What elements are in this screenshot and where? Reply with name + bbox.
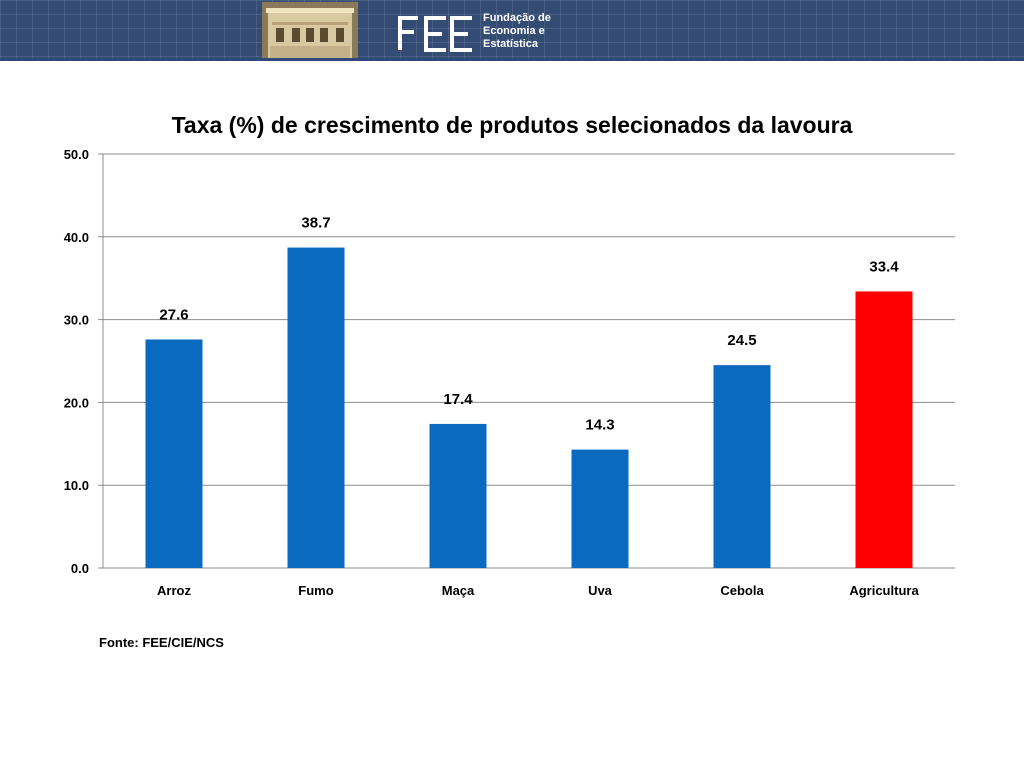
y-tick-label: 50.0 bbox=[64, 147, 89, 162]
bar bbox=[145, 339, 203, 568]
org-name-line1: Fundação de bbox=[483, 12, 551, 24]
bar bbox=[713, 365, 771, 568]
bar bbox=[429, 423, 487, 568]
x-tick-label: Maça bbox=[442, 583, 475, 598]
data-label: 14.3 bbox=[585, 417, 614, 434]
bar bbox=[287, 247, 345, 568]
y-tick-label: 0.0 bbox=[71, 561, 89, 576]
bar bbox=[855, 291, 913, 568]
y-tick-label: 30.0 bbox=[64, 313, 89, 328]
building-image bbox=[262, 2, 358, 58]
y-tick-label: 10.0 bbox=[64, 478, 89, 493]
chart-title: Taxa (%) de crescimento de produtos sele… bbox=[171, 112, 853, 138]
y-tick-label: 20.0 bbox=[64, 395, 89, 410]
org-name: Fundação de Economia e Estatística bbox=[483, 12, 551, 51]
data-label: 38.7 bbox=[301, 215, 330, 232]
x-tick-label: Agricultura bbox=[849, 583, 919, 598]
data-label: 17.4 bbox=[443, 391, 473, 408]
org-name-line3: Estatística bbox=[483, 38, 539, 50]
fee-logo-icon bbox=[398, 16, 472, 52]
data-label: 24.5 bbox=[727, 332, 756, 349]
org-name-line2: Economia e bbox=[483, 25, 545, 37]
data-label: 33.4 bbox=[869, 258, 899, 275]
source-note: Fonte: FEE/CIE/NCS bbox=[99, 635, 224, 650]
x-tick-label: Cebola bbox=[720, 583, 764, 598]
bar-chart: 0.0 10.0 20.0 30.0 40.0 50.0 27.6 Arroz 38.7 Fumo… bbox=[64, 147, 955, 598]
header-banner: Fundação de Economia e Estatística bbox=[0, 0, 1024, 58]
x-tick-label: Fumo bbox=[298, 583, 333, 598]
x-tick-label: Arroz bbox=[157, 583, 191, 598]
y-tick-label: 40.0 bbox=[64, 230, 89, 245]
data-label: 27.6 bbox=[159, 306, 188, 323]
x-tick-label: Uva bbox=[588, 583, 613, 598]
bar bbox=[571, 449, 629, 568]
header-divider bbox=[0, 58, 1024, 61]
